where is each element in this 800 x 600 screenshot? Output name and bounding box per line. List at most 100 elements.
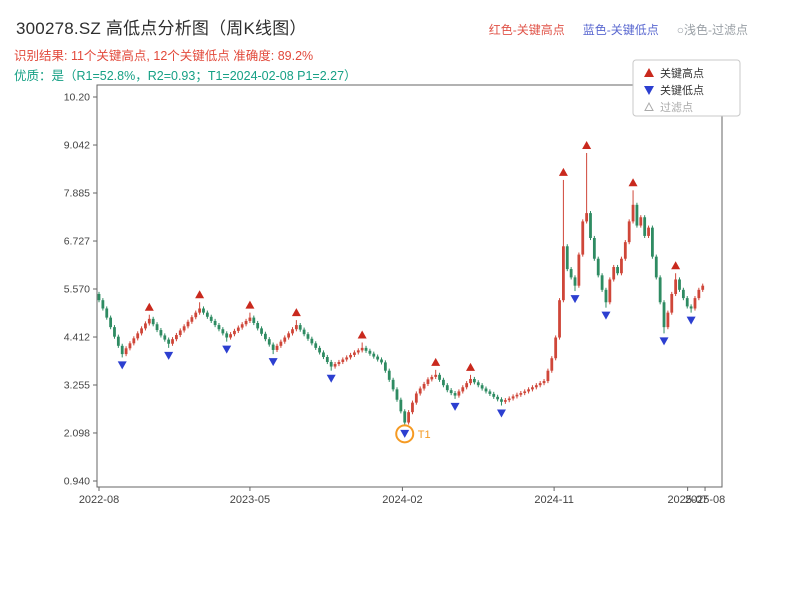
candle-body	[147, 318, 151, 324]
candle-body	[674, 279, 678, 294]
x-tick-label: 2025-07	[667, 494, 707, 506]
candle-body	[550, 358, 554, 371]
x-tick-label: 2025-08	[685, 494, 725, 506]
candle-body	[213, 320, 217, 326]
candle-body	[581, 221, 585, 255]
candle-body	[480, 385, 484, 389]
candle-body	[294, 325, 298, 330]
candle-body	[283, 337, 287, 342]
candle-body	[202, 308, 205, 313]
candle-body	[519, 393, 523, 395]
candle-body	[515, 394, 519, 397]
candle-body	[221, 329, 225, 334]
candle-body	[503, 400, 507, 402]
candle-body	[279, 341, 283, 346]
candle-body	[198, 308, 202, 313]
candle-body	[244, 320, 248, 325]
y-tick-label: 6.727	[64, 236, 90, 248]
candle-body	[368, 350, 372, 354]
candle-body	[616, 267, 619, 274]
candle-body	[391, 379, 395, 390]
page-title: 300278.SZ 高低点分析图（周K线图）	[16, 19, 307, 38]
key-low-marker	[570, 295, 580, 304]
key-low-marker	[164, 351, 174, 360]
candle-body	[380, 359, 383, 363]
candle-body	[182, 326, 186, 331]
candle-body	[248, 317, 252, 321]
candle-body	[639, 217, 643, 226]
color-legend-item: ○浅色-过滤点	[676, 23, 748, 37]
candle-body	[151, 318, 155, 325]
candle-body	[585, 213, 589, 222]
candle-body	[654, 256, 658, 278]
key-low-marker	[659, 337, 669, 346]
candle-body	[538, 383, 542, 386]
key-low-marker	[222, 345, 232, 354]
candle-body	[136, 333, 140, 339]
candle-body	[681, 289, 685, 299]
candle-body	[345, 357, 349, 360]
legend-high-icon	[644, 68, 654, 77]
y-tick-label: 0.940	[64, 475, 90, 487]
candle-body	[395, 389, 399, 400]
candle-body	[442, 379, 445, 386]
candle-body	[144, 323, 147, 329]
candle-body	[558, 300, 561, 338]
key-high-marker	[466, 362, 476, 371]
key-high-marker	[671, 261, 681, 270]
candle-body	[333, 364, 337, 367]
candle-body	[527, 389, 530, 392]
candle-body	[101, 300, 105, 309]
candle-body	[116, 336, 120, 346]
candle-body	[449, 390, 453, 394]
candle-body	[414, 393, 418, 403]
candle-body	[627, 221, 631, 243]
recognition-result-text: 识别结果: 11个关键高点, 12个关键低点 准确度: 89.2%	[14, 49, 314, 63]
candle-body	[507, 398, 511, 401]
candle-body	[155, 324, 159, 331]
candle-body	[349, 354, 352, 358]
candle-body	[589, 213, 592, 238]
candle-body	[341, 359, 345, 362]
candle-body	[97, 293, 101, 301]
legend-item-label: 过滤点	[660, 101, 693, 114]
candle-body	[620, 258, 623, 274]
candle-body	[240, 324, 244, 328]
key-high-marker	[628, 178, 638, 187]
candle-body	[387, 370, 391, 380]
candle-body	[523, 391, 527, 394]
legend-item-label: 关键高点	[660, 66, 704, 80]
candle-body	[132, 338, 136, 344]
candle-body	[128, 343, 132, 349]
candle-body	[275, 345, 279, 350]
candle-body	[372, 353, 376, 357]
key-high-marker	[558, 167, 568, 176]
key-low-marker	[117, 361, 127, 370]
candle-body	[209, 316, 213, 321]
y-tick-label: 2.098	[64, 427, 90, 439]
candle-body	[356, 350, 360, 353]
candle-body	[562, 246, 565, 301]
key-high-marker	[582, 140, 592, 149]
y-tick-label: 5.570	[64, 283, 90, 295]
candle-body	[205, 312, 209, 317]
candle-body	[496, 396, 500, 400]
candle-body	[287, 333, 291, 338]
candle-body	[492, 393, 496, 397]
y-tick-label: 7.885	[64, 187, 90, 199]
t1-label: T1	[418, 429, 431, 441]
key-low-marker	[686, 316, 696, 325]
candle-body	[124, 348, 128, 355]
candle-body	[631, 204, 635, 222]
legend-filtered-icon	[644, 101, 654, 111]
candle-body	[608, 279, 612, 303]
candle-body	[186, 321, 190, 327]
candle-body	[325, 357, 329, 362]
candle-body	[403, 411, 407, 423]
candle-body	[685, 298, 689, 307]
candle-body	[592, 237, 596, 259]
candle-body	[577, 254, 581, 286]
candle-body	[163, 335, 167, 340]
candle-body	[643, 217, 647, 236]
key-low-marker	[268, 358, 278, 367]
